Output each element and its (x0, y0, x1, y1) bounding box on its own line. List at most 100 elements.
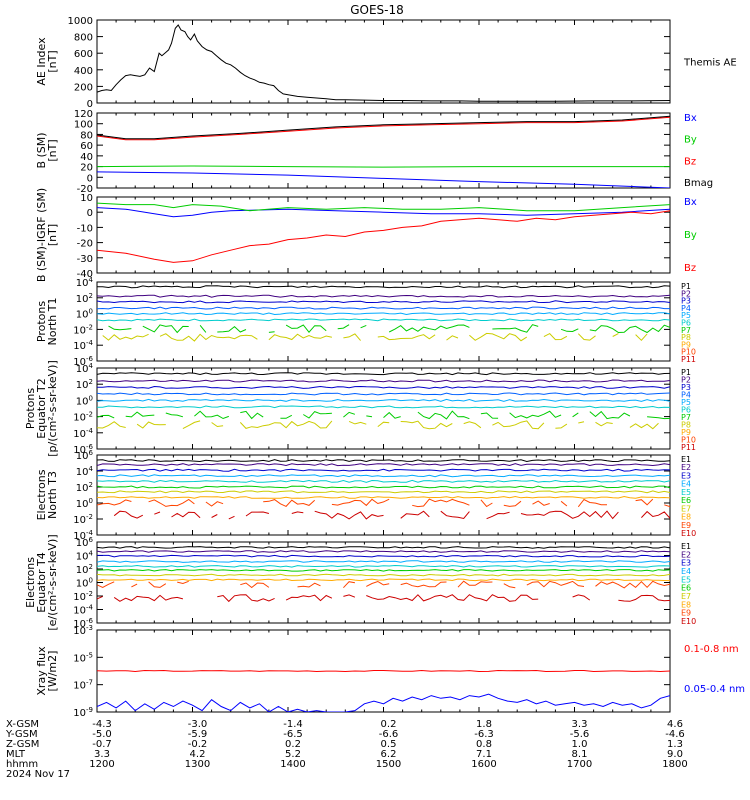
x-tick-label: 1200 (89, 759, 114, 770)
y-tick-label: 800 (74, 33, 93, 44)
panel-frame (96, 541, 671, 624)
y-tick-label: 10 (80, 193, 93, 204)
channel-line (97, 459, 670, 463)
y-tick-label: 1000 (68, 16, 93, 27)
y-tick-label: 104 (76, 550, 94, 563)
channel-label: P3 (681, 297, 691, 306)
series-group (97, 546, 670, 603)
channel-line (113, 510, 670, 520)
y-tick-label: 10-4 (73, 339, 93, 352)
channel-label: P10 (681, 436, 696, 445)
x-tick-label: -0.7 (92, 739, 112, 750)
series-label: Bz (684, 263, 696, 274)
channel-label: E3 (681, 471, 691, 480)
series-line (97, 116, 670, 141)
channel-label: P10 (681, 348, 696, 357)
channel-label: E1 (681, 455, 691, 464)
channel-line (108, 324, 670, 334)
channel-line (97, 463, 670, 467)
y-tick-label: 10-2 (73, 411, 93, 424)
channel-line (97, 560, 670, 563)
x-tick-label: 0.2 (381, 719, 397, 730)
x-row-label: hhmm (6, 759, 38, 770)
panel-xray: 10-3 10-5 10-7 10-9 Xray flux[W/m2] 0.1-0.8 n… (35, 624, 745, 719)
y-tick-label: 200 (74, 82, 93, 93)
x-axis-table: X-GSMY-GSMZ-GSMMLThhmm-4.3-5.0-0.73.3120… (5, 719, 688, 780)
x-tick-label: 1700 (567, 759, 592, 770)
channel-line (97, 306, 670, 310)
channel-label: P5 (681, 311, 691, 320)
series-label: By (684, 135, 697, 146)
x-tick-label: 1.0 (572, 739, 588, 750)
channel-label: P1 (681, 368, 691, 377)
x-tick-label: -4.3 (92, 719, 112, 730)
channel-label: P11 (681, 355, 696, 364)
x-row-label: Y-GSM (5, 729, 38, 740)
y-tick-label: 10-2 (73, 590, 93, 603)
y-tick-label: 0 (87, 208, 93, 219)
y-tick-label: 102 (76, 378, 93, 391)
channel-label: P4 (681, 304, 691, 313)
channel-line (97, 398, 670, 402)
series-line (97, 24, 670, 102)
channel-line (97, 550, 670, 553)
channel-line (97, 594, 670, 603)
y-tick-label: 0 (87, 99, 93, 110)
channel-line (97, 318, 670, 322)
series-group (97, 459, 670, 520)
channel-label: E2 (681, 463, 691, 472)
channel-line (97, 573, 670, 577)
channel-label: P3 (681, 383, 691, 392)
channel-label: P8 (681, 421, 691, 430)
series-group (97, 202, 670, 263)
y-axis-label: B (SM)[nT] (35, 132, 59, 168)
x-tick-label: 9.0 (667, 749, 683, 760)
channel-label: E6 (681, 584, 691, 593)
x-tick-label: -6.6 (379, 729, 399, 740)
panel-ae: 1000 800 600 400 200 0 AE Index[nT] Themis AE (35, 16, 737, 110)
x-tick-label: 4.6 (667, 719, 683, 730)
series-group (97, 115, 670, 188)
channel-line (97, 490, 670, 494)
channel-label: P9 (681, 428, 691, 437)
channel-label: E5 (681, 575, 691, 584)
x-tick-label: 0.8 (476, 739, 492, 750)
channel-line (97, 554, 670, 558)
channel-line (97, 405, 670, 409)
y-tick-label: -30 (77, 254, 93, 265)
x-tick-label: -5.6 (570, 729, 590, 740)
x-tick-label: -0.2 (188, 739, 208, 750)
channel-line (97, 294, 670, 298)
y-axis-label: ElectronsEquator T4[e/(cm²-s-sr-keV)] (24, 534, 59, 630)
channel-line (97, 379, 670, 383)
x-tick-label: -4.6 (665, 729, 685, 740)
y-tick-label: 600 (74, 49, 93, 60)
x-tick-label: 1.3 (667, 739, 683, 750)
channel-label: P6 (681, 406, 691, 415)
channel-line (97, 300, 670, 304)
y-tick-label: 10-3 (73, 624, 93, 637)
channel-label: P6 (681, 319, 691, 328)
series-label: Bx (684, 113, 697, 124)
channel-label: P11 (681, 443, 696, 452)
channel-line (97, 285, 670, 289)
series-label: 0.05-0.4 nm (684, 684, 745, 695)
series-label: By (684, 230, 697, 241)
channel-line (97, 495, 670, 499)
channel-label: E3 (681, 559, 691, 568)
x-tick-label: 1300 (185, 759, 210, 770)
channel-line (97, 468, 670, 472)
y-tick-label: 100 (76, 394, 93, 407)
series-group (97, 24, 670, 102)
y-tick-label: 102 (76, 563, 93, 576)
panel-frame (96, 454, 671, 536)
x-tick-label: 1.8 (476, 719, 492, 730)
channel-label: P7 (681, 413, 691, 422)
series-group (97, 372, 670, 429)
series-label: Themis AE (683, 58, 737, 69)
y-tick-label: 10-6 (73, 355, 93, 368)
series-line (97, 210, 670, 263)
